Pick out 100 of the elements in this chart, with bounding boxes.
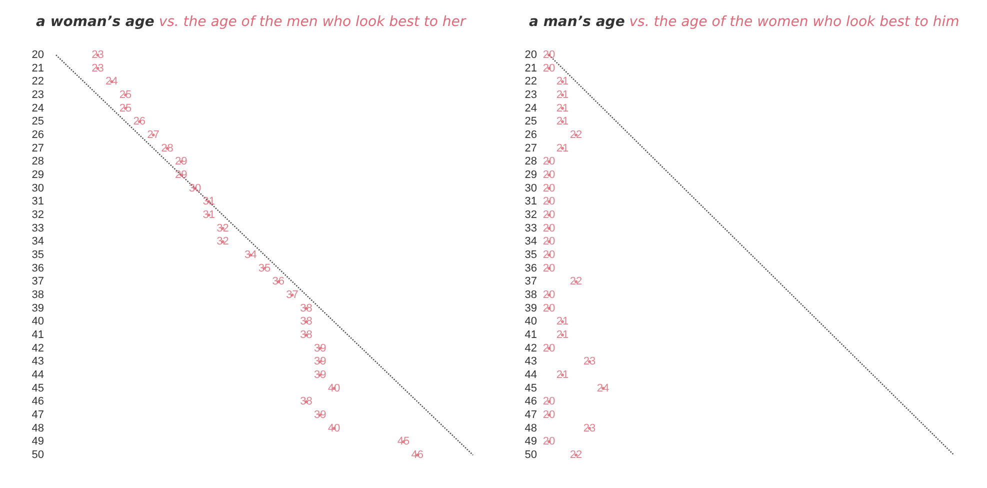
data-label: 20 — [542, 222, 556, 234]
y-tick-label: 30 — [32, 182, 44, 194]
y-tick-label: 31 — [524, 196, 537, 208]
data-label: 23 — [92, 62, 104, 74]
data-label: 22 — [570, 449, 582, 461]
data-label: 36 — [272, 276, 285, 288]
y-tick-label: 38 — [524, 289, 537, 301]
y-tick-label: 23 — [524, 89, 537, 101]
y-tick-label: 47 — [524, 409, 537, 421]
y-tick-label: 23 — [32, 89, 44, 101]
y-tick-label: 50 — [524, 449, 537, 461]
data-label: 20 — [542, 262, 556, 274]
y-tick-label: 32 — [32, 209, 44, 221]
data-label: 20 — [542, 249, 556, 261]
data-label: 23 — [583, 356, 596, 368]
chart-subtitle: vs. the age of the women who look best to him — [629, 14, 960, 30]
y-tick-label: 40 — [524, 316, 537, 328]
data-label: 34 — [244, 249, 257, 261]
data-label: 21 — [556, 329, 569, 341]
data-label: 21 — [556, 142, 569, 154]
data-label: 40 — [328, 422, 340, 434]
data-label: 32 — [216, 236, 229, 248]
data-label: 38 — [300, 396, 312, 408]
data-label: 21 — [556, 316, 569, 328]
y-tick-label: 36 — [32, 262, 44, 274]
data-label: 35 — [258, 262, 271, 274]
data-label: 23 — [583, 422, 596, 434]
data-label: 20 — [542, 302, 556, 314]
data-label: 40 — [328, 382, 340, 394]
y-tick-label: 41 — [524, 329, 537, 341]
y-tick-label: 35 — [524, 249, 537, 261]
y-tick-label: 39 — [32, 302, 44, 314]
data-label: 22 — [570, 129, 582, 141]
data-label: 21 — [556, 89, 569, 101]
y-tick-label: 32 — [524, 209, 537, 221]
y-tick-label: 33 — [524, 222, 537, 234]
y-tick-label: 40 — [32, 316, 44, 328]
data-label: 37 — [286, 289, 298, 301]
y-tick-label: 39 — [524, 302, 537, 314]
y-tick-label: 41 — [32, 329, 44, 341]
y-tick-label: 24 — [524, 102, 537, 114]
data-label: 20 — [542, 209, 556, 221]
y-tick-label: 43 — [32, 356, 44, 368]
y-tick-label: 45 — [32, 382, 44, 394]
y-tick-label: 46 — [32, 396, 44, 408]
data-label: 39 — [314, 342, 326, 354]
y-tick-label: 34 — [524, 236, 537, 248]
y-tick-label: 25 — [32, 116, 44, 128]
data-label: 39 — [314, 356, 326, 368]
data-label: 39 — [314, 369, 326, 381]
y-tick-label: 37 — [524, 276, 537, 288]
chart-title: a man’s age — [529, 14, 625, 30]
data-label: 23 — [92, 49, 104, 61]
y-tick-label: 33 — [32, 222, 44, 234]
data-label: 20 — [542, 342, 556, 354]
y-tick-label: 29 — [524, 169, 537, 181]
y-tick-label: 21 — [32, 62, 44, 74]
y-tick-label: 44 — [32, 369, 44, 381]
data-label: 20 — [542, 289, 556, 301]
y-tick-label: 31 — [32, 196, 44, 208]
data-label: 21 — [556, 76, 569, 88]
chart-title: a woman’s age — [36, 14, 154, 30]
y-tick-label: 27 — [524, 142, 537, 154]
data-label: 22 — [570, 276, 582, 288]
data-label: 24 — [596, 382, 610, 394]
y-tick-label: 30 — [524, 182, 537, 194]
y-tick-label: 37 — [32, 276, 44, 288]
data-label: 20 — [542, 196, 556, 208]
data-label: 21 — [556, 369, 569, 381]
chart-subtitle: vs. the age of the men who look best to her — [158, 14, 466, 30]
y-tick-label: 20 — [524, 49, 537, 61]
data-label: 20 — [542, 49, 556, 61]
data-label: 20 — [542, 436, 556, 448]
y-tick-label: 20 — [32, 49, 44, 61]
data-label: 25 — [119, 89, 132, 101]
data-label: 38 — [300, 316, 312, 328]
y-tick-label: 48 — [524, 422, 537, 434]
y-tick-label: 36 — [524, 262, 537, 274]
data-label: 25 — [119, 102, 132, 114]
y-tick-label: 42 — [32, 342, 44, 354]
data-label: 20 — [542, 62, 556, 74]
y-tick-label: 48 — [32, 422, 44, 434]
data-label: 24 — [105, 76, 118, 88]
data-label: 20 — [542, 182, 556, 194]
y-tick-label: 28 — [524, 156, 537, 168]
y-tick-label: 47 — [32, 409, 44, 421]
data-label: 20 — [542, 169, 556, 181]
data-label: 20 — [542, 396, 556, 408]
data-label: 39 — [314, 409, 326, 421]
data-label: 27 — [147, 129, 160, 141]
data-label: 21 — [556, 116, 569, 128]
y-tick-label: 50 — [32, 449, 44, 461]
y-tick-label: 46 — [524, 396, 537, 408]
y-tick-label: 45 — [524, 382, 537, 394]
data-label: 26 — [133, 116, 146, 128]
y-tick-label: 34 — [32, 236, 44, 248]
data-label: 45 — [397, 436, 410, 448]
y-tick-label: 38 — [32, 289, 44, 301]
y-tick-label: 27 — [32, 142, 44, 154]
y-tick-label: 44 — [524, 369, 537, 381]
